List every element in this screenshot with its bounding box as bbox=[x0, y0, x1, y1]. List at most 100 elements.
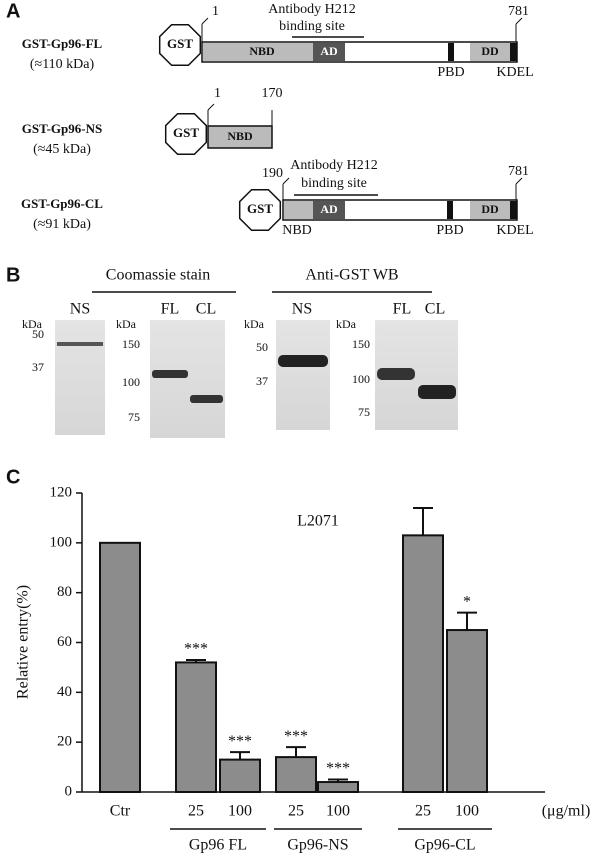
domain-label: AD bbox=[320, 44, 338, 58]
bar bbox=[402, 534, 444, 793]
domain bbox=[510, 201, 517, 219]
band bbox=[57, 342, 103, 346]
panel-label: B bbox=[6, 264, 20, 286]
y-tick-label: 80 bbox=[57, 584, 72, 600]
marker: 50 bbox=[256, 340, 268, 354]
bar bbox=[175, 661, 217, 794]
y-tick-label: 0 bbox=[65, 783, 73, 799]
y-tick-label: 120 bbox=[50, 484, 73, 500]
construct-name: GST-Gp96-NS bbox=[22, 121, 102, 136]
domain bbox=[448, 43, 454, 61]
tag-label: GST bbox=[247, 201, 273, 216]
unit: kDa bbox=[336, 317, 357, 331]
lane-label: CL bbox=[425, 301, 445, 318]
domain-label: DD bbox=[481, 202, 499, 216]
position: 1 bbox=[214, 86, 221, 101]
group-label: Gp96-NS bbox=[287, 837, 348, 854]
tag-label: GST bbox=[173, 125, 199, 140]
domain bbox=[470, 201, 510, 219]
domain-label: NBD bbox=[249, 44, 275, 58]
domain-label: PBD bbox=[436, 223, 463, 238]
domain bbox=[313, 43, 345, 61]
domain bbox=[203, 43, 313, 61]
band bbox=[278, 355, 328, 367]
tick bbox=[207, 103, 215, 111]
group-label: Gp96 FL bbox=[189, 837, 247, 854]
marker: 50 bbox=[32, 327, 44, 341]
lane-label: FL bbox=[393, 301, 412, 318]
marker: 100 bbox=[122, 375, 140, 389]
domain bbox=[284, 201, 313, 219]
bar bbox=[275, 756, 317, 793]
domain-label: KDEL bbox=[496, 223, 533, 238]
chart-title: L2071 bbox=[297, 513, 339, 530]
bar bbox=[446, 629, 488, 794]
x-tick-label: 100 bbox=[228, 803, 252, 820]
antibody-label: Antibody H212 bbox=[290, 158, 378, 173]
significance: *** bbox=[184, 641, 208, 658]
position: 781 bbox=[508, 164, 529, 179]
construct-size: (≈45 kDa) bbox=[33, 142, 91, 157]
x-tick-label: 25 bbox=[188, 803, 204, 820]
domain-label: NBD bbox=[282, 223, 312, 238]
antibody-label: binding site bbox=[301, 176, 367, 191]
domain bbox=[447, 201, 453, 219]
construct-name: GST-Gp96-FL bbox=[22, 36, 103, 51]
protein-bar bbox=[207, 125, 273, 149]
antibody-label: Antibody H212 bbox=[268, 2, 356, 17]
panel-label: C bbox=[6, 466, 20, 488]
significance: *** bbox=[228, 733, 252, 750]
y-tick-label: 40 bbox=[57, 684, 72, 700]
significance: *** bbox=[284, 728, 308, 745]
tick bbox=[282, 177, 290, 185]
x-tick-label: 25 bbox=[288, 803, 304, 820]
significance: * bbox=[463, 593, 471, 610]
bar bbox=[99, 541, 141, 793]
lane-label: NS bbox=[70, 301, 90, 318]
unit: kDa bbox=[244, 317, 265, 331]
lane-label: NS bbox=[292, 301, 312, 318]
position: 190 bbox=[262, 166, 283, 181]
x-tick-label: 100 bbox=[326, 803, 350, 820]
marker: 75 bbox=[358, 405, 370, 419]
domain-label: NBD bbox=[227, 129, 253, 143]
domain bbox=[470, 43, 510, 61]
bar bbox=[317, 781, 359, 793]
bar bbox=[219, 758, 261, 794]
construct-size: (≈110 kDa) bbox=[30, 57, 95, 72]
group-label: Anti-GST WB bbox=[305, 267, 398, 284]
marker: 100 bbox=[352, 372, 370, 386]
antibody-label: binding site bbox=[279, 19, 345, 34]
position: 781 bbox=[508, 4, 529, 19]
x-tick-label: Ctr bbox=[110, 803, 131, 820]
band bbox=[418, 385, 456, 399]
construct-size: (≈91 kDa) bbox=[33, 217, 91, 232]
group-label: Coomassie stain bbox=[106, 267, 210, 284]
domain-label: DD bbox=[481, 44, 499, 58]
domain bbox=[313, 201, 345, 219]
domain bbox=[510, 43, 517, 61]
panel-a: A GST-Gp96-FL (≈110 kDa) GST 1 781 Antib… bbox=[6, 0, 534, 238]
gel-image bbox=[276, 320, 330, 430]
position: 1 bbox=[212, 4, 219, 19]
lane-label: CL bbox=[196, 301, 216, 318]
band bbox=[377, 368, 415, 380]
x-tick-label: 25 bbox=[415, 803, 431, 820]
marker: 75 bbox=[128, 410, 140, 424]
group-label: Gp96-CL bbox=[414, 837, 475, 854]
band bbox=[152, 370, 188, 378]
panel-c: C L2071 Relative entry(%) (μg/ml) 0 20 40 6… bbox=[6, 466, 590, 853]
y-axis-label: Relative entry(%) bbox=[15, 585, 32, 699]
panel-label: A bbox=[6, 0, 20, 22]
marker: 150 bbox=[122, 337, 140, 351]
domain-label: AD bbox=[320, 202, 338, 216]
panel-b: B Coomassie stain Anti-GST WB kDa NS 50 … bbox=[6, 264, 458, 438]
tick bbox=[515, 177, 523, 185]
x-tick-label: 100 bbox=[455, 803, 479, 820]
tick bbox=[201, 17, 209, 25]
gel-image bbox=[55, 320, 105, 435]
marker: 37 bbox=[256, 374, 268, 388]
position: 170 bbox=[262, 86, 283, 101]
domain-label: PBD bbox=[437, 65, 464, 80]
